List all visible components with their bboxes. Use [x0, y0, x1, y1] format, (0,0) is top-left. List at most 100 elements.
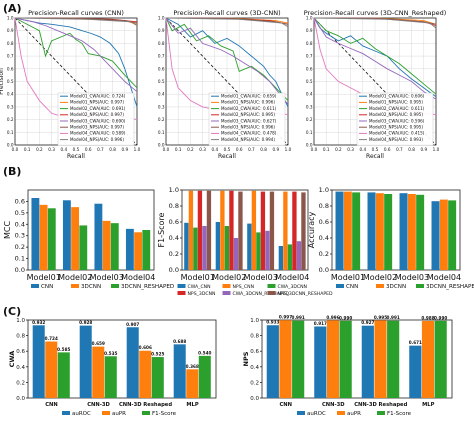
series-line-0 — [313, 17, 437, 98]
data-label: 0.990 — [339, 315, 352, 320]
x-category-label: Model02 — [212, 273, 246, 282]
bar-chart-4: 0.0 0.2 0.4 0.6 0.8 1.0 Model01Model02Model03M… — [157, 186, 333, 297]
x-category-label: Model03 — [244, 273, 278, 282]
bar-nps-3dcnn-reshaped — [269, 191, 275, 270]
bar-3dcnn-reshaped — [47, 208, 56, 270]
bar-f1-score — [57, 352, 70, 398]
legend-label: Model02_CWA(AUC: 0.611) — [221, 106, 277, 111]
y-tick-label: 0.0 — [319, 266, 329, 274]
x-category-label: CNN-3D — [322, 402, 345, 408]
y-tick-label: 0.8 — [319, 202, 329, 210]
y-tick-label: 0.1 — [15, 255, 25, 263]
legend-swatch — [336, 284, 344, 288]
bar-3dcnn — [39, 204, 48, 270]
legend-swatch — [267, 291, 276, 295]
legend-label: Model04_NPS(AUC: 0.994) — [221, 137, 275, 142]
legend-label: Model03_NPS(AUC: 0.997) — [70, 125, 124, 130]
legend-swatch — [267, 284, 276, 288]
data-label: 0.540 — [198, 350, 211, 355]
bar-3dcnn-reshaped — [448, 200, 457, 270]
x-tick-label: 0.8 — [408, 147, 415, 152]
legend-label: Model02_CWA(AUC: 0.611) — [369, 106, 425, 111]
bar-f1-score — [104, 356, 117, 398]
x-tick-label: 0.8 — [109, 147, 116, 152]
legend-swatch — [177, 284, 186, 288]
series-line-2 — [14, 17, 138, 89]
y-tick-label: 1.0 — [16, 318, 25, 324]
x-category-label: Model04 — [275, 273, 309, 282]
bar-auroc — [409, 345, 422, 398]
series-line-2 — [313, 17, 437, 95]
bar-aupr — [279, 320, 292, 398]
x-category-label: Model01 — [181, 273, 215, 282]
legend-box — [356, 92, 434, 146]
bar-auroc — [32, 325, 45, 398]
bar-cnn — [94, 203, 103, 270]
legend-label: F1-Score — [387, 411, 412, 417]
data-label: 0.917 — [314, 321, 327, 326]
bar-3dcnn — [439, 199, 448, 270]
legend-label: Model04_NPS(AUC: 0.993) — [369, 137, 423, 142]
y-axis-label: Accuracy — [307, 211, 316, 248]
legend-swatch — [416, 284, 424, 288]
bar-chart-3: 0.00.10.20.30.40.50.6Model01Model02Model… — [3, 189, 174, 290]
y-tick-label: 0.4 — [169, 234, 179, 242]
legend-label: CNN — [346, 284, 358, 290]
y-tick-label: 0.6 — [7, 66, 14, 71]
y-tick-label: 1.0 — [250, 318, 259, 324]
bar-cnn — [335, 191, 344, 270]
x-category-label: CNN — [45, 402, 58, 408]
bar-3dcnn-reshaped — [79, 225, 88, 270]
y-tick-label: 0.0 — [169, 266, 179, 274]
bar-3dcnn — [375, 193, 384, 270]
bar-nps-cnn — [188, 190, 194, 270]
y-tick-label: 0.4 — [16, 365, 25, 371]
legend-label: CNN — [41, 284, 53, 290]
legend-label: CWA_3DCNN — [278, 284, 307, 290]
bar-3dcnn — [134, 232, 143, 270]
panel-label-c: (C) — [3, 305, 21, 318]
bar-cwa-3dcnn — [287, 244, 293, 270]
data-label: 0.659 — [92, 341, 105, 346]
y-tick-label: 0.5 — [7, 79, 14, 84]
legend-label: 3DCNN — [386, 284, 406, 290]
legend-box — [57, 92, 135, 146]
y-axis-label: F1-Score — [157, 212, 166, 247]
y-tick-label: 0.0 — [250, 396, 259, 402]
x-tick-label: 0.1 — [175, 147, 182, 152]
legend-label: CWA_CNN — [188, 284, 211, 290]
data-label: 0.525 — [151, 352, 164, 357]
bar-cwa-3dcnn-reshaped — [265, 230, 270, 270]
bar-cwa-3dcnn-reshaped — [233, 238, 239, 270]
series-line-7 — [165, 17, 289, 28]
y-tick-label: 0.9 — [7, 28, 14, 33]
bar-auroc — [266, 325, 279, 398]
x-category-label: MLP — [186, 402, 198, 408]
y-tick-label: 0.8 — [250, 334, 259, 340]
y-tick-label: 0.2 — [169, 250, 179, 258]
bar-auroc — [173, 344, 186, 398]
y-tick-label: 0.0 — [16, 396, 25, 402]
y-tick-label: 0.0 — [7, 143, 14, 148]
legend-swatch — [222, 291, 231, 295]
plot-frame — [331, 189, 461, 271]
bar-chart-6: 0.0 0.2 0.4 0.6 0.8 1.0 0.932 0.724 0.585 CNN 0.92… — [8, 318, 217, 417]
y-tick-label: 0.7 — [306, 54, 313, 59]
bar-aupr — [45, 341, 58, 398]
x-tick-label: 1.0 — [433, 147, 440, 152]
y-axis-label: CWA — [8, 351, 16, 368]
data-label: 0.997 — [279, 315, 292, 320]
data-label: 0.991 — [292, 315, 305, 320]
y-tick-label: 0.3 — [158, 104, 165, 109]
x-tick-label: 0.0 — [163, 147, 170, 152]
x-tick-label: 0.1 — [24, 147, 31, 152]
legend-label: Model02_CWA(AUC: 0.691) — [70, 106, 126, 111]
x-tick-label: 0.7 — [248, 147, 255, 152]
legend-label: auPR — [347, 411, 361, 417]
legend-label: CWA_3DCNN_RESHAPED — [233, 291, 290, 297]
bar-nps-3dcnn — [260, 191, 266, 270]
bar-cwa-3dcnn — [193, 227, 198, 270]
data-label: 0.535 — [104, 351, 117, 356]
bar-cwa-cnn — [215, 222, 221, 270]
